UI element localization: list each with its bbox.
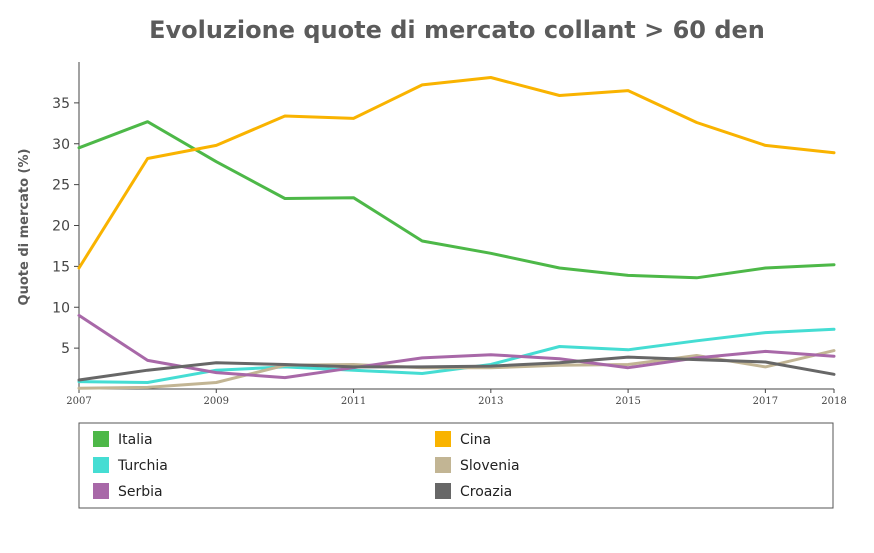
y-axis-label: Quote di mercato (%) xyxy=(17,149,32,306)
x-tick-label: 2009 xyxy=(204,396,229,407)
y-tick-label: 5 xyxy=(61,341,70,357)
legend-label: Croazia xyxy=(460,484,512,500)
legend-label: Slovenia xyxy=(460,458,520,474)
legend-items: Italia Cina Turchia Slovenia Serbia Croazia xyxy=(93,431,520,500)
legend-swatch xyxy=(435,431,451,447)
y-ticks: 5 10 15 20 25 30 35 xyxy=(52,96,79,357)
x-ticks: 2007 2009 2011 2013 2015 2017 2018 xyxy=(66,389,847,407)
x-tick-label: 2017 xyxy=(753,396,778,407)
series-line-italia xyxy=(77,120,836,280)
legend-swatch xyxy=(435,483,451,499)
y-tick-label: 20 xyxy=(52,219,70,235)
chart-title: Evoluzione quote di mercato collant > 60… xyxy=(149,16,765,44)
legend-swatch xyxy=(93,431,109,447)
legend-swatch xyxy=(93,457,109,473)
x-tick-label: 2013 xyxy=(478,396,503,407)
legend-item-turchia: Turchia xyxy=(93,457,168,474)
legend-label: Turchia xyxy=(117,458,168,474)
series-lines xyxy=(77,76,836,390)
legend-item-cina: Cina xyxy=(435,431,491,448)
y-tick-label: 15 xyxy=(52,259,70,275)
legend-item-italia: Italia xyxy=(93,431,153,448)
series-line-croazia xyxy=(77,355,836,382)
legend-item-croazia: Croazia xyxy=(435,483,512,500)
legend-label: Cina xyxy=(460,432,491,448)
x-tick-label: 2011 xyxy=(341,396,366,407)
legend-item-slovenia: Slovenia xyxy=(435,457,520,474)
y-tick-label: 35 xyxy=(52,96,70,112)
legend-swatch xyxy=(93,483,109,499)
x-tick-label: 2015 xyxy=(615,396,640,407)
series-line-cina xyxy=(77,76,836,270)
legend-swatch xyxy=(435,457,451,473)
legend-label: Italia xyxy=(118,432,153,448)
legend-label: Serbia xyxy=(118,484,163,500)
legend-box xyxy=(78,422,834,509)
series-line-serbia xyxy=(77,313,836,380)
y-tick-label: 30 xyxy=(52,137,70,153)
legend: Italia Cina Turchia Slovenia Serbia Croazia xyxy=(78,422,834,509)
legend-item-serbia: Serbia xyxy=(93,483,163,500)
y-tick-label: 25 xyxy=(52,178,70,194)
x-tick-label: 2018 xyxy=(821,396,846,407)
y-tick-label: 10 xyxy=(52,300,70,316)
x-tick-label: 2007 xyxy=(66,396,91,407)
